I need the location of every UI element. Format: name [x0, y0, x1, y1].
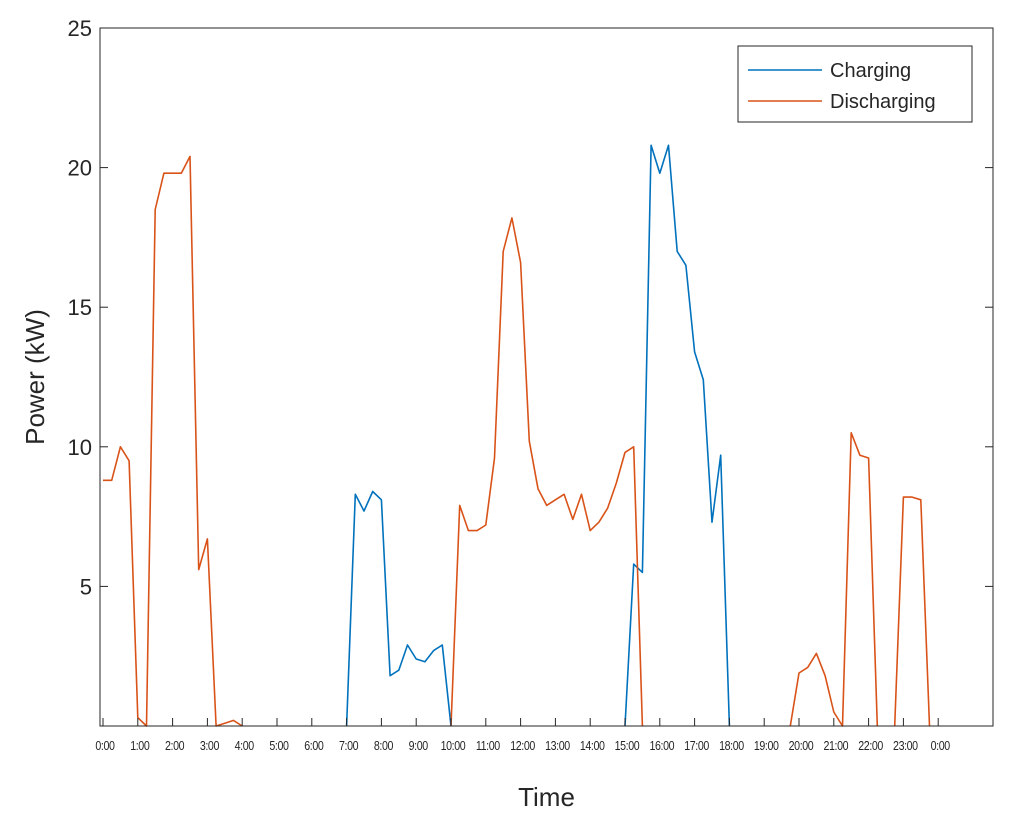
y-tick-label: 25: [68, 16, 92, 41]
series-line-charging-segment-1: [345, 490, 452, 727]
series-line-discharging-segment-2: [450, 217, 644, 727]
x-tick-label: 2:00: [165, 738, 185, 753]
x-axis-title: Time: [518, 782, 575, 812]
x-tick-label: 10:00: [441, 738, 466, 753]
x-tick-label: 13:00: [545, 738, 570, 753]
axes: 5 10 15 20 25 0:00 1:00 2:00 3:00 4:00 5:00 6:00 7:0…: [68, 16, 994, 753]
series-line-charging-segment-2: [624, 144, 731, 727]
series-line-discharging-segment-1: [103, 155, 243, 727]
x-tick-label: 12:00: [510, 738, 535, 753]
x-tick-label: 15:00: [615, 738, 640, 753]
x-tick-label: 6:00: [304, 738, 324, 753]
y-tick-label: 5: [80, 574, 92, 599]
legend: Charging Discharging: [737, 45, 973, 123]
x-tick-label: 20:00: [789, 738, 814, 753]
legend-label-charging: Charging: [830, 60, 911, 82]
x-tick-label: 21:00: [824, 738, 849, 753]
y-tick-label: 15: [68, 295, 92, 320]
legend-box: [737, 45, 973, 123]
y-tick-label: 20: [68, 156, 92, 181]
axes-box: [99, 27, 994, 727]
legend-label-discharging: Discharging: [830, 91, 936, 113]
x-tick-label: 0:00: [95, 738, 115, 753]
x-tick-label: 1:00: [130, 738, 150, 753]
series-line-discharging-segment-4: [893, 496, 931, 727]
x-tick-label: 19:00: [754, 738, 779, 753]
x-tick-label: 11:00: [476, 738, 501, 753]
x-tick-label: 5:00: [269, 738, 289, 753]
x-tick-label: 7:00: [339, 738, 359, 753]
x-tick-label: 14:00: [580, 738, 605, 753]
plot-area: [100, 28, 993, 727]
series-line-discharging-segment-3: [789, 432, 879, 727]
x-tick-label: 22:00: [858, 738, 883, 753]
x-tick-label: 16:00: [650, 738, 675, 753]
x-tick-label: 23:00: [893, 738, 918, 753]
x-tick-label: 0:00: [931, 738, 951, 753]
x-tick-label: 8:00: [374, 738, 394, 753]
x-tick-label: 4:00: [235, 738, 255, 753]
x-tick-label: 18:00: [719, 738, 744, 753]
x-tick-label: 3:00: [200, 738, 220, 753]
x-tick-label: 9:00: [409, 738, 429, 753]
plot-background: [100, 28, 993, 726]
y-axis-title: Power (kW): [20, 309, 50, 445]
y-tick-label: 10: [68, 435, 92, 460]
x-tick-label: 17:00: [684, 738, 709, 753]
